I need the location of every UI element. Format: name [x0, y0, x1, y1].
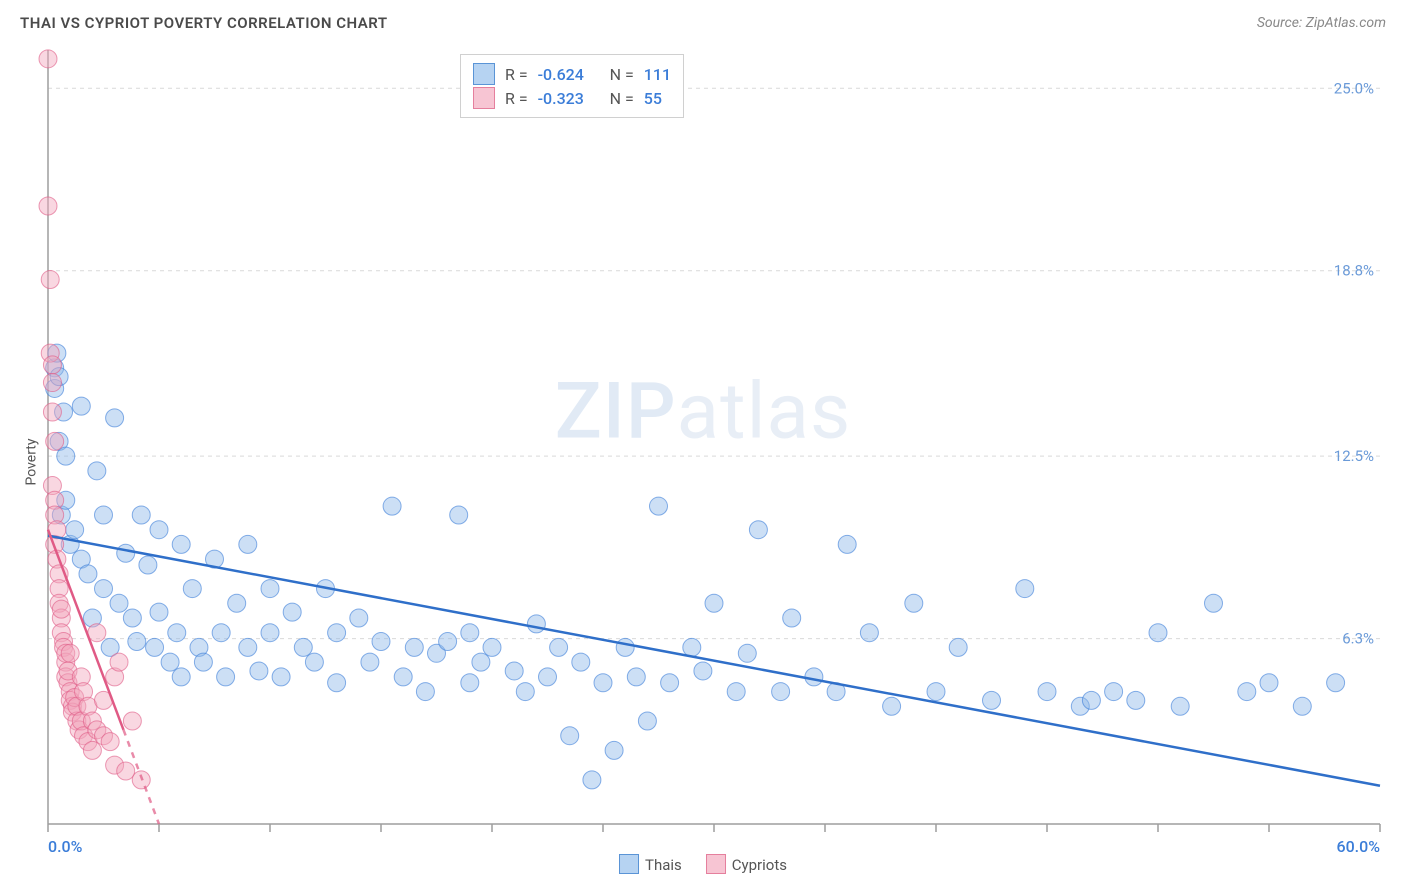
series-swatch: [473, 63, 495, 85]
legend-item: Thais: [619, 854, 682, 874]
legend-label: Thais: [645, 856, 682, 874]
n-label: N =: [610, 89, 634, 108]
chart-source: Source: ZipAtlas.com: [1257, 15, 1386, 31]
n-value: 55: [644, 89, 662, 108]
stats-legend: R = -0.624 N = 111 R = -0.323 N = 55: [460, 54, 684, 118]
r-label: R =: [505, 89, 528, 108]
chart-title: THAI VS CYPRIOT POVERTY CORRELATION CHAR…: [20, 14, 388, 32]
svg-text:25.0%: 25.0%: [1334, 79, 1374, 97]
r-value: -0.323: [538, 89, 600, 108]
r-value: -0.624: [538, 65, 600, 84]
r-label: R =: [505, 65, 528, 84]
y-axis-label: Poverty: [24, 438, 40, 485]
svg-text:60.0%: 60.0%: [1336, 837, 1380, 856]
series-legend: Thais Cypriots: [619, 854, 787, 874]
legend-swatch: [706, 854, 726, 874]
svg-text:0.0%: 0.0%: [48, 837, 83, 856]
svg-text:18.8%: 18.8%: [1334, 262, 1374, 280]
legend-item: Cypriots: [706, 854, 787, 874]
n-value: 111: [644, 65, 671, 84]
stats-row: R = -0.323 N = 55: [473, 87, 671, 109]
chart-header: THAI VS CYPRIOT POVERTY CORRELATION CHAR…: [0, 0, 1406, 42]
n-label: N =: [610, 65, 634, 84]
svg-text:12.5%: 12.5%: [1334, 447, 1374, 465]
legend-swatch: [619, 854, 639, 874]
scatter-plot: 6.3% 12.5% 18.8% 25.0% 0.0% 60.0%: [0, 42, 1406, 882]
stats-row: R = -0.624 N = 111: [473, 63, 671, 85]
svg-text:6.3%: 6.3%: [1342, 630, 1374, 648]
chart-area: Poverty ZIPatlas 6.3%12.5%18.8%25.0%0.0%…: [0, 42, 1406, 882]
legend-label: Cypriots: [732, 856, 787, 874]
series-swatch: [473, 87, 495, 109]
